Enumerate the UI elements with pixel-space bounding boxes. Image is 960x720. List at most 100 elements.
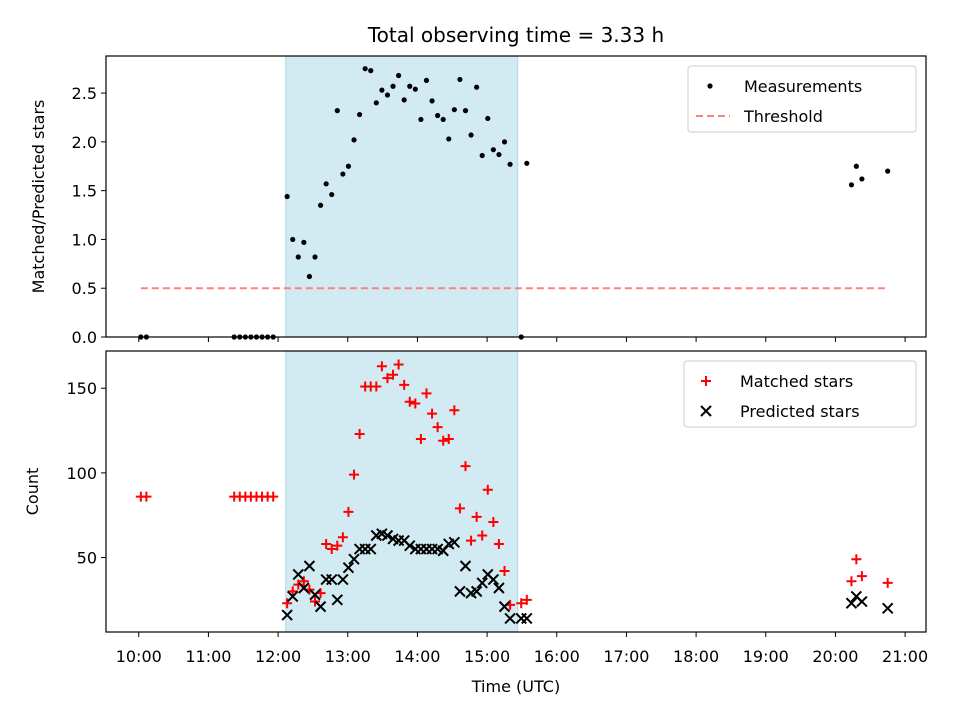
x-tick-label: 15:00	[464, 647, 510, 666]
measurement-point	[356, 111, 363, 118]
top-panel: 0.0 0.5 1.0 1.5 2.0 2.5 Matched/Predicted star…	[29, 55, 927, 347]
measurement-point	[301, 239, 307, 245]
y-axis-label-count: Count	[23, 468, 42, 516]
predicted-point	[298, 582, 310, 594]
matched-point	[471, 511, 482, 522]
matched-point	[460, 461, 471, 472]
matched-point	[287, 586, 298, 597]
measurement-point	[317, 202, 324, 208]
x-tick-label: 21:00	[882, 647, 928, 666]
measurement-point	[435, 112, 441, 119]
matched-point	[404, 396, 415, 407]
measurement-point	[446, 136, 452, 142]
measurement-point	[306, 273, 313, 280]
matched-point	[326, 544, 337, 555]
matched-point	[376, 361, 387, 372]
predicted-point	[314, 600, 327, 613]
matched-point	[482, 484, 493, 495]
y-tick-label: 1.0	[72, 230, 97, 249]
matched-point	[321, 538, 332, 549]
x-axis-label: Time (UTC)	[471, 677, 560, 696]
matched-point	[337, 532, 348, 543]
matched-point	[516, 598, 527, 609]
predicted-point	[303, 560, 316, 572]
observing-window-span	[285, 56, 518, 337]
measurement-point	[468, 132, 474, 138]
predicted-point	[281, 609, 293, 621]
measurement-point	[340, 171, 346, 177]
chart-title: Total observing time = 3.33 h	[367, 23, 664, 47]
x-tick-label: 12:00	[255, 647, 301, 666]
predicted-point	[498, 600, 511, 613]
measurement-point	[412, 86, 418, 92]
matched-point	[427, 408, 438, 419]
matched-point	[851, 554, 862, 565]
legend-label: Measurements	[744, 77, 862, 96]
predicted-point	[326, 573, 338, 586]
predicted-point	[331, 594, 344, 606]
predicted-point	[521, 612, 533, 625]
bottom-panel: 50 100 150 10:00 11:00 12:00 13:00 14:00 15:00 16…	[23, 350, 928, 666]
measurement-point	[345, 163, 352, 169]
measurement-point	[407, 83, 413, 89]
legend-marker	[707, 83, 713, 89]
predicted-point	[337, 573, 349, 586]
predicted-point	[287, 590, 299, 603]
measurement-point	[474, 84, 480, 90]
measurement-point	[284, 193, 290, 200]
predicted-point	[348, 553, 360, 565]
x-tick-label: 19:00	[743, 647, 789, 666]
measurement-point	[457, 76, 463, 83]
legend-marker	[700, 405, 712, 417]
predicted-point	[487, 573, 500, 586]
legend-label: Matched stars	[740, 372, 853, 391]
measurement-point	[323, 181, 329, 187]
measurement-point	[351, 137, 357, 143]
measurement-point	[496, 151, 502, 158]
matched-point	[410, 398, 421, 409]
measurement-point	[329, 191, 335, 198]
matched-point	[488, 516, 499, 527]
predicted-point	[504, 612, 516, 625]
matched-point	[856, 571, 867, 582]
matched-point	[393, 359, 404, 370]
matched-point	[141, 491, 152, 502]
measurement-point	[396, 72, 402, 79]
predicted-point	[448, 536, 461, 548]
measurement-point	[451, 107, 457, 113]
measurement-point	[312, 254, 318, 260]
measurement-point	[334, 108, 340, 114]
axes-frame	[105, 55, 927, 338]
matched-point	[432, 422, 443, 433]
y-tick-label: 1.5	[72, 182, 97, 201]
matched-point	[438, 435, 449, 446]
matched-point	[282, 598, 293, 609]
measurement-point	[379, 87, 385, 93]
predicted-point	[470, 585, 483, 598]
measurement-point	[423, 77, 430, 83]
predicted-point	[381, 529, 394, 542]
predicted-point	[476, 577, 488, 589]
measurement-point	[373, 100, 379, 106]
x-tick-label: 13:00	[325, 647, 371, 666]
legend-marker	[701, 376, 711, 386]
legend-label: Predicted stars	[740, 402, 860, 421]
x-tick-label: 16:00	[534, 647, 580, 666]
measurement-point	[524, 160, 530, 166]
y-tick-label: 50	[77, 549, 97, 568]
predicted-point	[845, 597, 858, 609]
measurement-point	[362, 66, 368, 72]
predicted-point	[881, 602, 894, 615]
measurement-point	[390, 83, 396, 89]
x-tick-label: 18:00	[673, 647, 719, 666]
legend-box	[683, 360, 917, 428]
measurement-point	[490, 147, 496, 153]
y-tick-label: 2.5	[72, 84, 97, 103]
matched-point	[477, 530, 488, 541]
measurement-point	[290, 236, 296, 243]
legend-label: Threshold	[743, 107, 823, 126]
y-tick-label: 150	[66, 379, 97, 398]
x-tick-label: 17:00	[603, 647, 649, 666]
y-axis-label-ratio: Matched/Predicted stars	[29, 100, 48, 294]
